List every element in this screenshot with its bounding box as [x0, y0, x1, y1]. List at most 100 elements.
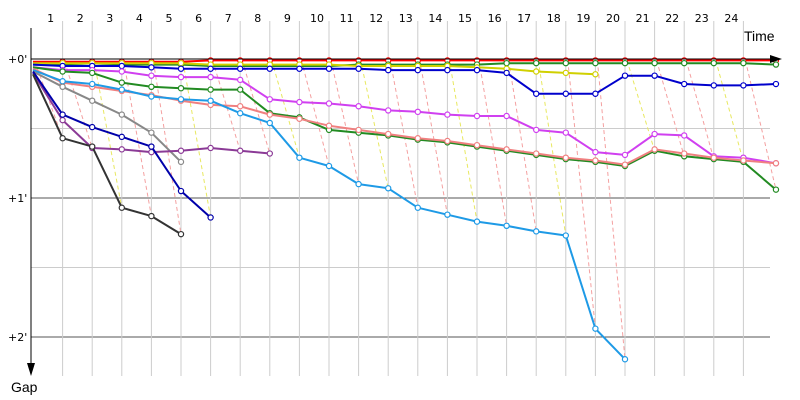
- series-line: [33, 59, 776, 63]
- connector-line: [656, 60, 685, 157]
- data-point: [621, 161, 629, 168]
- series-line: [32, 66, 777, 191]
- series-8: [32, 69, 629, 363]
- x-tick-label: 9: [284, 12, 291, 25]
- y-tick-label: +0': [8, 53, 27, 66]
- data-point: [710, 59, 718, 67]
- connector-line: [685, 60, 715, 160]
- data-point: [325, 65, 333, 72]
- series-line: [32, 73, 182, 235]
- connector-line: [212, 60, 241, 151]
- series-9: [32, 70, 185, 166]
- data-point: [355, 126, 362, 134]
- data-point: [236, 110, 244, 117]
- data-point: [681, 150, 688, 157]
- x-axis-tick-labels: 1 2 3 4 5 6 7 8 9 10 11 12 13 14 15 16 17 18 19 20 21 22 23 24: [47, 12, 738, 25]
- data-point: [177, 96, 185, 103]
- series-lines: [32, 57, 780, 363]
- x-tick-label: 4: [136, 12, 143, 25]
- x-tick-label: 17: [517, 12, 531, 25]
- data-point: [533, 150, 540, 157]
- data-point: [740, 82, 747, 89]
- x-tick-label: 1: [47, 12, 54, 25]
- data-point: [148, 72, 155, 79]
- x-tick-label: 12: [369, 12, 383, 25]
- y-axis-tick-labels: +0' +1' +2': [8, 53, 27, 344]
- data-point: [148, 93, 155, 100]
- data-point: [207, 97, 214, 104]
- data-point: [118, 62, 126, 70]
- data-point: [473, 66, 481, 74]
- connector-line: [360, 60, 389, 189]
- series-line: [32, 70, 182, 163]
- data-point: [414, 108, 421, 116]
- data-point: [503, 222, 510, 229]
- data-point: [118, 146, 126, 153]
- series-12: [32, 73, 185, 238]
- data-point: [740, 59, 747, 67]
- data-point: [325, 162, 333, 170]
- x-tick-label: 15: [458, 12, 472, 25]
- data-point: [118, 79, 126, 86]
- data-point: [88, 69, 96, 77]
- data-point: [296, 154, 303, 161]
- x-tick-label: 7: [225, 12, 232, 25]
- data-point: [177, 158, 185, 166]
- data-point: [562, 154, 570, 161]
- data-point: [236, 103, 244, 110]
- x-tick-label: 13: [399, 12, 413, 25]
- data-point: [503, 59, 510, 67]
- data-point: [236, 86, 244, 93]
- data-point: [148, 143, 155, 150]
- data-point: [59, 68, 66, 75]
- x-axis-arrow: [770, 55, 782, 63]
- data-point: [59, 135, 66, 142]
- data-point: [444, 137, 451, 145]
- data-point: [236, 65, 244, 72]
- data-point: [592, 148, 599, 156]
- data-point: [651, 130, 658, 138]
- data-point: [592, 325, 599, 332]
- connector-line: [123, 61, 152, 217]
- data-point: [414, 204, 421, 211]
- data-point: [207, 65, 214, 72]
- data-point: [562, 59, 570, 67]
- x-tick-label: 19: [576, 12, 590, 25]
- data-point: [533, 90, 540, 97]
- connector-line: [744, 60, 777, 190]
- y-tick-label: +1': [8, 192, 27, 205]
- data-point: [651, 146, 658, 153]
- connector-line: [389, 60, 419, 208]
- data-point: [503, 112, 510, 120]
- axes: [27, 28, 782, 376]
- data-point: [621, 151, 629, 159]
- connector-line: [537, 60, 567, 236]
- data-point: [621, 72, 629, 79]
- data-point: [266, 96, 273, 103]
- series-line: [33, 62, 596, 76]
- y-axis-arrow: [27, 363, 35, 376]
- data-point: [592, 59, 599, 67]
- data-point: [118, 86, 126, 93]
- x-tick-label: 8: [254, 12, 261, 25]
- data-point: [533, 126, 540, 134]
- x-tick-label: 23: [695, 12, 709, 25]
- data-point: [177, 147, 185, 154]
- connector-line: [448, 60, 478, 222]
- data-point: [533, 59, 540, 67]
- data-point: [266, 150, 273, 157]
- series-11: [32, 70, 214, 221]
- connector-line: [271, 60, 300, 158]
- data-point: [621, 356, 629, 363]
- data-point: [325, 122, 333, 129]
- data-point: [385, 185, 392, 192]
- x-tick-label: 5: [166, 12, 173, 25]
- data-point: [177, 73, 185, 81]
- data-point: [681, 132, 688, 139]
- data-point: [444, 111, 451, 118]
- data-point: [414, 66, 421, 74]
- data-point: [772, 80, 780, 88]
- connector-line: [478, 60, 508, 226]
- connector-line: [64, 61, 93, 149]
- x-tick-label: 18: [547, 12, 561, 25]
